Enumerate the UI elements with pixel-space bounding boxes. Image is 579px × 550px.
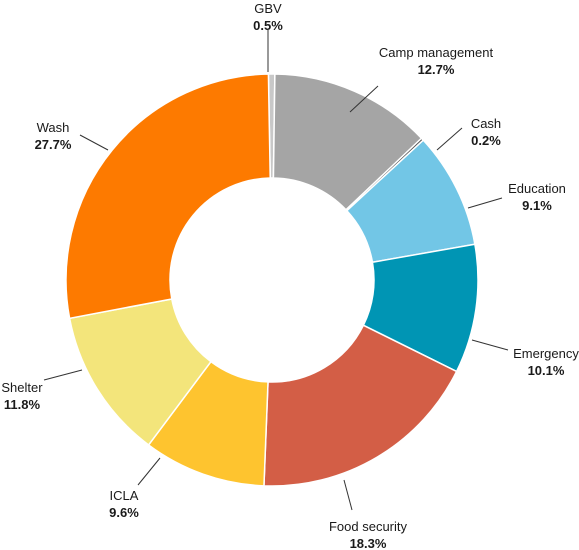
leader-line-shelter (43, 369, 83, 381)
slice-wash (65, 73, 271, 320)
slice-value-camp-management: 12.7% (418, 62, 455, 77)
leader-line-wash (79, 134, 109, 151)
leader-line-icla (137, 457, 161, 486)
slice-food-security (263, 324, 458, 487)
slice-label-food-security: Food security (329, 519, 408, 534)
slice-label-gbv: GBV (254, 1, 282, 16)
slice-value-food-security: 18.3% (350, 536, 387, 550)
leader-line-emergency (471, 339, 509, 351)
slice-label-shelter: Shelter (1, 380, 43, 395)
slice-label-education: Education (508, 181, 566, 196)
slice-label-emergency: Emergency (513, 346, 579, 361)
leader-line-food-security (343, 479, 353, 511)
slice-value-gbv: 0.5% (253, 18, 283, 33)
slice-value-education: 9.1% (522, 198, 552, 213)
leader-line-cash (436, 127, 463, 151)
slice-label-cash: Cash (471, 116, 501, 131)
slice-label-wash: Wash (37, 120, 70, 135)
slice-value-wash: 27.7% (35, 137, 72, 152)
slice-label-camp-management: Camp management (379, 45, 494, 60)
slice-value-cash: 0.2% (471, 133, 501, 148)
slice-label-icla: ICLA (110, 488, 139, 503)
slice-value-emergency: 10.1% (528, 363, 565, 378)
slice-value-icla: 9.6% (109, 505, 139, 520)
leader-line-camp-management (349, 85, 379, 113)
leader-line-education (467, 197, 503, 209)
slice-value-shelter: 11.8% (4, 397, 41, 412)
slices-group (65, 73, 479, 487)
